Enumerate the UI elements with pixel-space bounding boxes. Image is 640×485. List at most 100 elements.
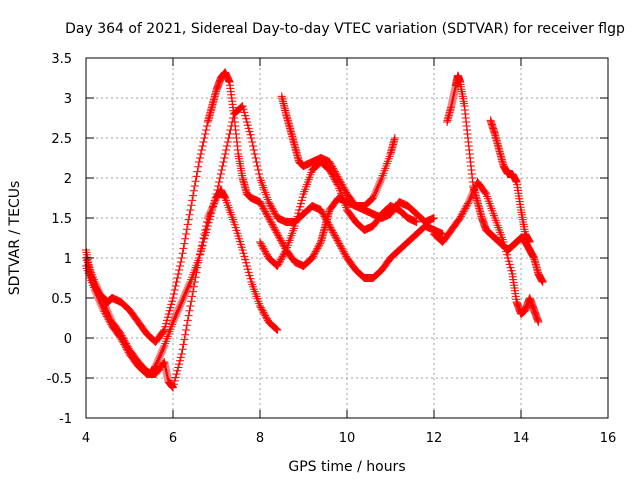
data-point (195, 154, 204, 162)
data-point (168, 297, 177, 306)
data-point (218, 162, 227, 170)
data-point (339, 183, 348, 192)
data-point (323, 218, 332, 227)
data-point (243, 265, 252, 274)
data-point (465, 196, 474, 204)
data-point (295, 206, 304, 214)
data-point (106, 318, 115, 327)
data-point (341, 250, 350, 259)
data-point (222, 142, 231, 150)
x-tick-label: 10 (339, 431, 356, 446)
data-point (153, 358, 162, 366)
data-point (189, 287, 198, 296)
data-point (178, 345, 187, 354)
data-point (238, 246, 247, 254)
data-point (174, 270, 183, 278)
data-point (330, 175, 339, 184)
data-point (189, 186, 198, 195)
data-point (470, 186, 479, 194)
data-point (326, 159, 335, 168)
data-point (188, 292, 197, 301)
data-point (227, 122, 236, 130)
x-tick-label: 16 (600, 431, 617, 446)
data-point (259, 204, 268, 213)
data-point (186, 206, 195, 214)
data-point (264, 214, 273, 222)
data-point (181, 290, 190, 298)
data-point (95, 296, 104, 304)
data-point (308, 254, 317, 262)
data-point (123, 346, 132, 355)
data-point (170, 286, 179, 294)
data-point (257, 241, 266, 250)
data-point (178, 296, 187, 304)
data-point (160, 326, 169, 334)
data-point (502, 247, 511, 256)
data-point (219, 158, 228, 166)
data-point (249, 146, 258, 154)
data-point (155, 352, 164, 360)
data-point (197, 242, 206, 250)
data-point (164, 310, 173, 318)
data-point (181, 234, 190, 243)
data-point (246, 274, 255, 283)
data-point (462, 202, 471, 211)
data-point (266, 201, 275, 210)
data-point (267, 218, 276, 227)
data-point (466, 194, 475, 202)
data-point (470, 184, 479, 192)
data-point (325, 166, 334, 174)
data-point (333, 180, 342, 189)
data-point (469, 188, 478, 196)
data-point (170, 376, 179, 385)
data-point (329, 230, 338, 238)
data-point (298, 193, 307, 202)
data-point (505, 260, 514, 269)
data-point (195, 250, 204, 258)
data-point (182, 321, 191, 330)
data-point (272, 325, 281, 334)
data-point (185, 306, 194, 315)
y-tick-label: 0 (64, 332, 72, 347)
data-point (277, 238, 286, 246)
data-point (249, 142, 258, 150)
data-point (216, 170, 225, 178)
data-point (170, 314, 179, 322)
y-tick-label: 3 (64, 92, 72, 107)
data-point (187, 201, 196, 210)
data-point (95, 298, 104, 306)
data-point (241, 111, 250, 120)
data-point (225, 130, 234, 138)
data-point (325, 222, 334, 230)
data-point (281, 247, 290, 256)
data-point (202, 126, 211, 134)
data-point (262, 249, 271, 258)
data-point (166, 303, 175, 312)
data-point (100, 307, 109, 316)
data-point (163, 313, 172, 322)
x-tick-labels: 4 6 8 10 12 14 16 (82, 431, 616, 446)
data-point (326, 167, 335, 176)
data-point (267, 202, 276, 211)
data-point (208, 204, 217, 212)
data-point (290, 222, 299, 230)
data-point (312, 246, 321, 254)
data-point (177, 254, 186, 262)
data-point (155, 354, 164, 362)
data-point (321, 214, 330, 222)
data-point (180, 239, 189, 248)
data-point (297, 196, 306, 205)
data-point (183, 284, 192, 292)
series-track-a (82, 68, 438, 346)
data-point (460, 206, 469, 214)
data-point (195, 158, 204, 166)
data-point (102, 310, 111, 319)
y-tick-label: 1.5 (51, 212, 72, 227)
data-point (245, 127, 254, 136)
data-point (273, 326, 282, 334)
data-point (315, 241, 324, 250)
data-point (176, 258, 185, 266)
data-point (102, 312, 111, 321)
chart-title: Day 364 of 2021, Sidereal Day-to-day VTE… (65, 21, 625, 37)
data-point (157, 348, 166, 356)
